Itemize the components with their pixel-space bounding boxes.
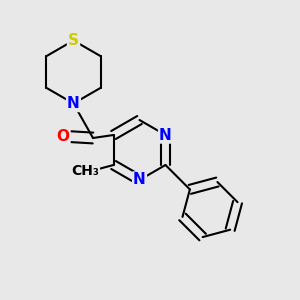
Text: CH₃: CH₃ [71, 164, 99, 178]
Text: N: N [67, 96, 80, 111]
Text: O: O [56, 129, 70, 144]
Text: N: N [133, 172, 146, 188]
Text: S: S [68, 33, 79, 48]
Text: N: N [159, 128, 172, 142]
